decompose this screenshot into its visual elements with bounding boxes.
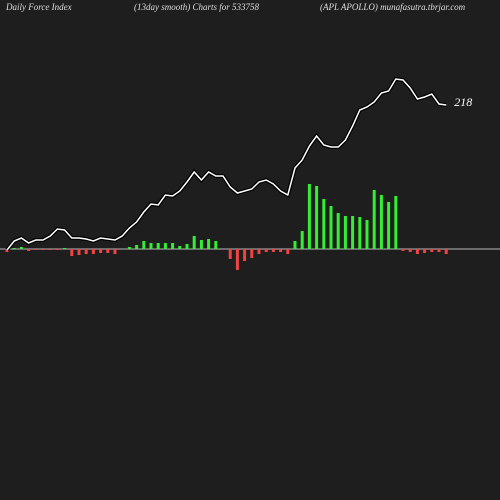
bar bbox=[5, 249, 9, 252]
bar bbox=[322, 199, 326, 249]
chart-source: (APL APOLLO) munafasutra.tbrjar.com bbox=[320, 2, 466, 12]
bar bbox=[127, 247, 131, 249]
bar bbox=[336, 213, 340, 249]
bar bbox=[192, 236, 196, 249]
bar bbox=[415, 249, 419, 254]
bar bbox=[358, 217, 362, 249]
bar bbox=[207, 239, 211, 249]
bar bbox=[135, 245, 139, 249]
bar bbox=[264, 249, 268, 252]
bar bbox=[351, 216, 355, 249]
bar bbox=[250, 249, 254, 258]
bar bbox=[379, 195, 383, 249]
price-line bbox=[6, 78, 447, 251]
bar bbox=[55, 249, 59, 250]
bar bbox=[178, 246, 182, 249]
bar bbox=[293, 241, 297, 249]
bar bbox=[77, 249, 81, 255]
bar bbox=[84, 249, 88, 254]
bar bbox=[307, 184, 311, 249]
bar bbox=[343, 216, 347, 249]
bar bbox=[286, 249, 290, 254]
bar bbox=[243, 249, 247, 261]
bar bbox=[365, 220, 369, 249]
bar bbox=[19, 247, 23, 249]
bar bbox=[271, 249, 275, 252]
bar bbox=[41, 249, 45, 250]
bar bbox=[12, 248, 16, 249]
bar bbox=[156, 243, 160, 249]
chart-title: Daily Force Index bbox=[5, 2, 72, 12]
bar bbox=[423, 249, 427, 253]
bar bbox=[279, 249, 283, 252]
bar bbox=[163, 243, 167, 249]
last-value-label: 218 bbox=[454, 95, 472, 109]
bar bbox=[387, 202, 391, 249]
bar bbox=[315, 186, 319, 249]
bar bbox=[149, 243, 153, 249]
bar bbox=[113, 249, 117, 254]
bar bbox=[235, 249, 239, 270]
bar bbox=[329, 206, 333, 249]
bar bbox=[91, 249, 95, 254]
bar bbox=[300, 231, 304, 249]
bar bbox=[185, 244, 189, 249]
bar bbox=[63, 248, 67, 249]
bar bbox=[171, 243, 175, 249]
bar bbox=[27, 249, 31, 251]
bar bbox=[372, 190, 376, 249]
bar bbox=[199, 240, 203, 249]
bar bbox=[70, 249, 74, 256]
bar bbox=[106, 249, 110, 253]
bar bbox=[99, 249, 103, 253]
bar bbox=[34, 249, 38, 250]
bar bbox=[228, 249, 232, 259]
bar bbox=[257, 249, 261, 254]
bar bbox=[437, 249, 441, 252]
chart-subtitle: (13day smooth) Charts for 533758 bbox=[134, 2, 260, 12]
bar bbox=[394, 196, 398, 249]
bar bbox=[444, 249, 448, 254]
bar bbox=[214, 241, 218, 249]
bar bbox=[142, 241, 146, 249]
bar bbox=[48, 249, 52, 250]
bar bbox=[401, 249, 405, 251]
bar bbox=[408, 249, 412, 252]
bar bbox=[430, 249, 434, 252]
